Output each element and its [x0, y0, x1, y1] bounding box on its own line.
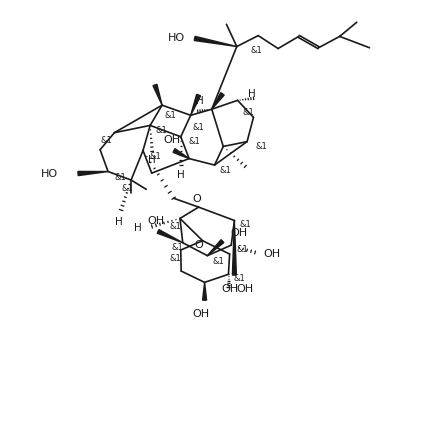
Text: &1: &1 [193, 123, 205, 132]
Text: &1: &1 [189, 137, 201, 146]
Text: &1: &1 [149, 152, 161, 161]
Polygon shape [208, 240, 224, 256]
Text: O: O [194, 240, 203, 250]
Text: OH: OH [236, 284, 253, 294]
Text: &1: &1 [170, 254, 182, 263]
Polygon shape [194, 36, 237, 47]
Text: OH: OH [263, 250, 280, 259]
Text: &1: &1 [243, 108, 254, 117]
Text: H: H [248, 89, 256, 99]
Text: OH: OH [222, 284, 239, 294]
Text: &1: &1 [172, 243, 184, 252]
Text: &1: &1 [121, 183, 133, 193]
Text: HO: HO [41, 169, 58, 178]
Text: OH: OH [148, 216, 165, 227]
Text: H: H [148, 155, 156, 166]
Polygon shape [157, 230, 183, 243]
Text: H: H [177, 170, 185, 180]
Text: &1: &1 [164, 111, 176, 120]
Text: H: H [196, 96, 204, 106]
Text: &1: &1 [212, 257, 224, 266]
Text: &1: &1 [101, 136, 112, 145]
Text: &1: &1 [255, 142, 267, 151]
Text: &1: &1 [239, 220, 251, 229]
Text: &1: &1 [114, 173, 126, 182]
Polygon shape [78, 171, 108, 176]
Text: OH: OH [192, 309, 209, 319]
Polygon shape [232, 220, 236, 275]
Text: &1: &1 [236, 245, 248, 254]
Polygon shape [212, 93, 224, 109]
Text: &1: &1 [155, 126, 167, 135]
Text: &1: &1 [169, 222, 181, 231]
Text: OH: OH [163, 135, 180, 146]
Text: H: H [115, 217, 123, 227]
Text: HO: HO [167, 33, 185, 44]
Polygon shape [153, 84, 162, 105]
Polygon shape [191, 94, 201, 115]
Polygon shape [173, 149, 189, 158]
Text: H: H [134, 223, 142, 234]
Polygon shape [203, 283, 207, 300]
Text: &1: &1 [251, 46, 263, 55]
Text: O: O [192, 194, 201, 204]
Text: &1: &1 [233, 274, 245, 283]
Text: OH: OH [230, 228, 248, 238]
Text: &1: &1 [219, 166, 231, 174]
